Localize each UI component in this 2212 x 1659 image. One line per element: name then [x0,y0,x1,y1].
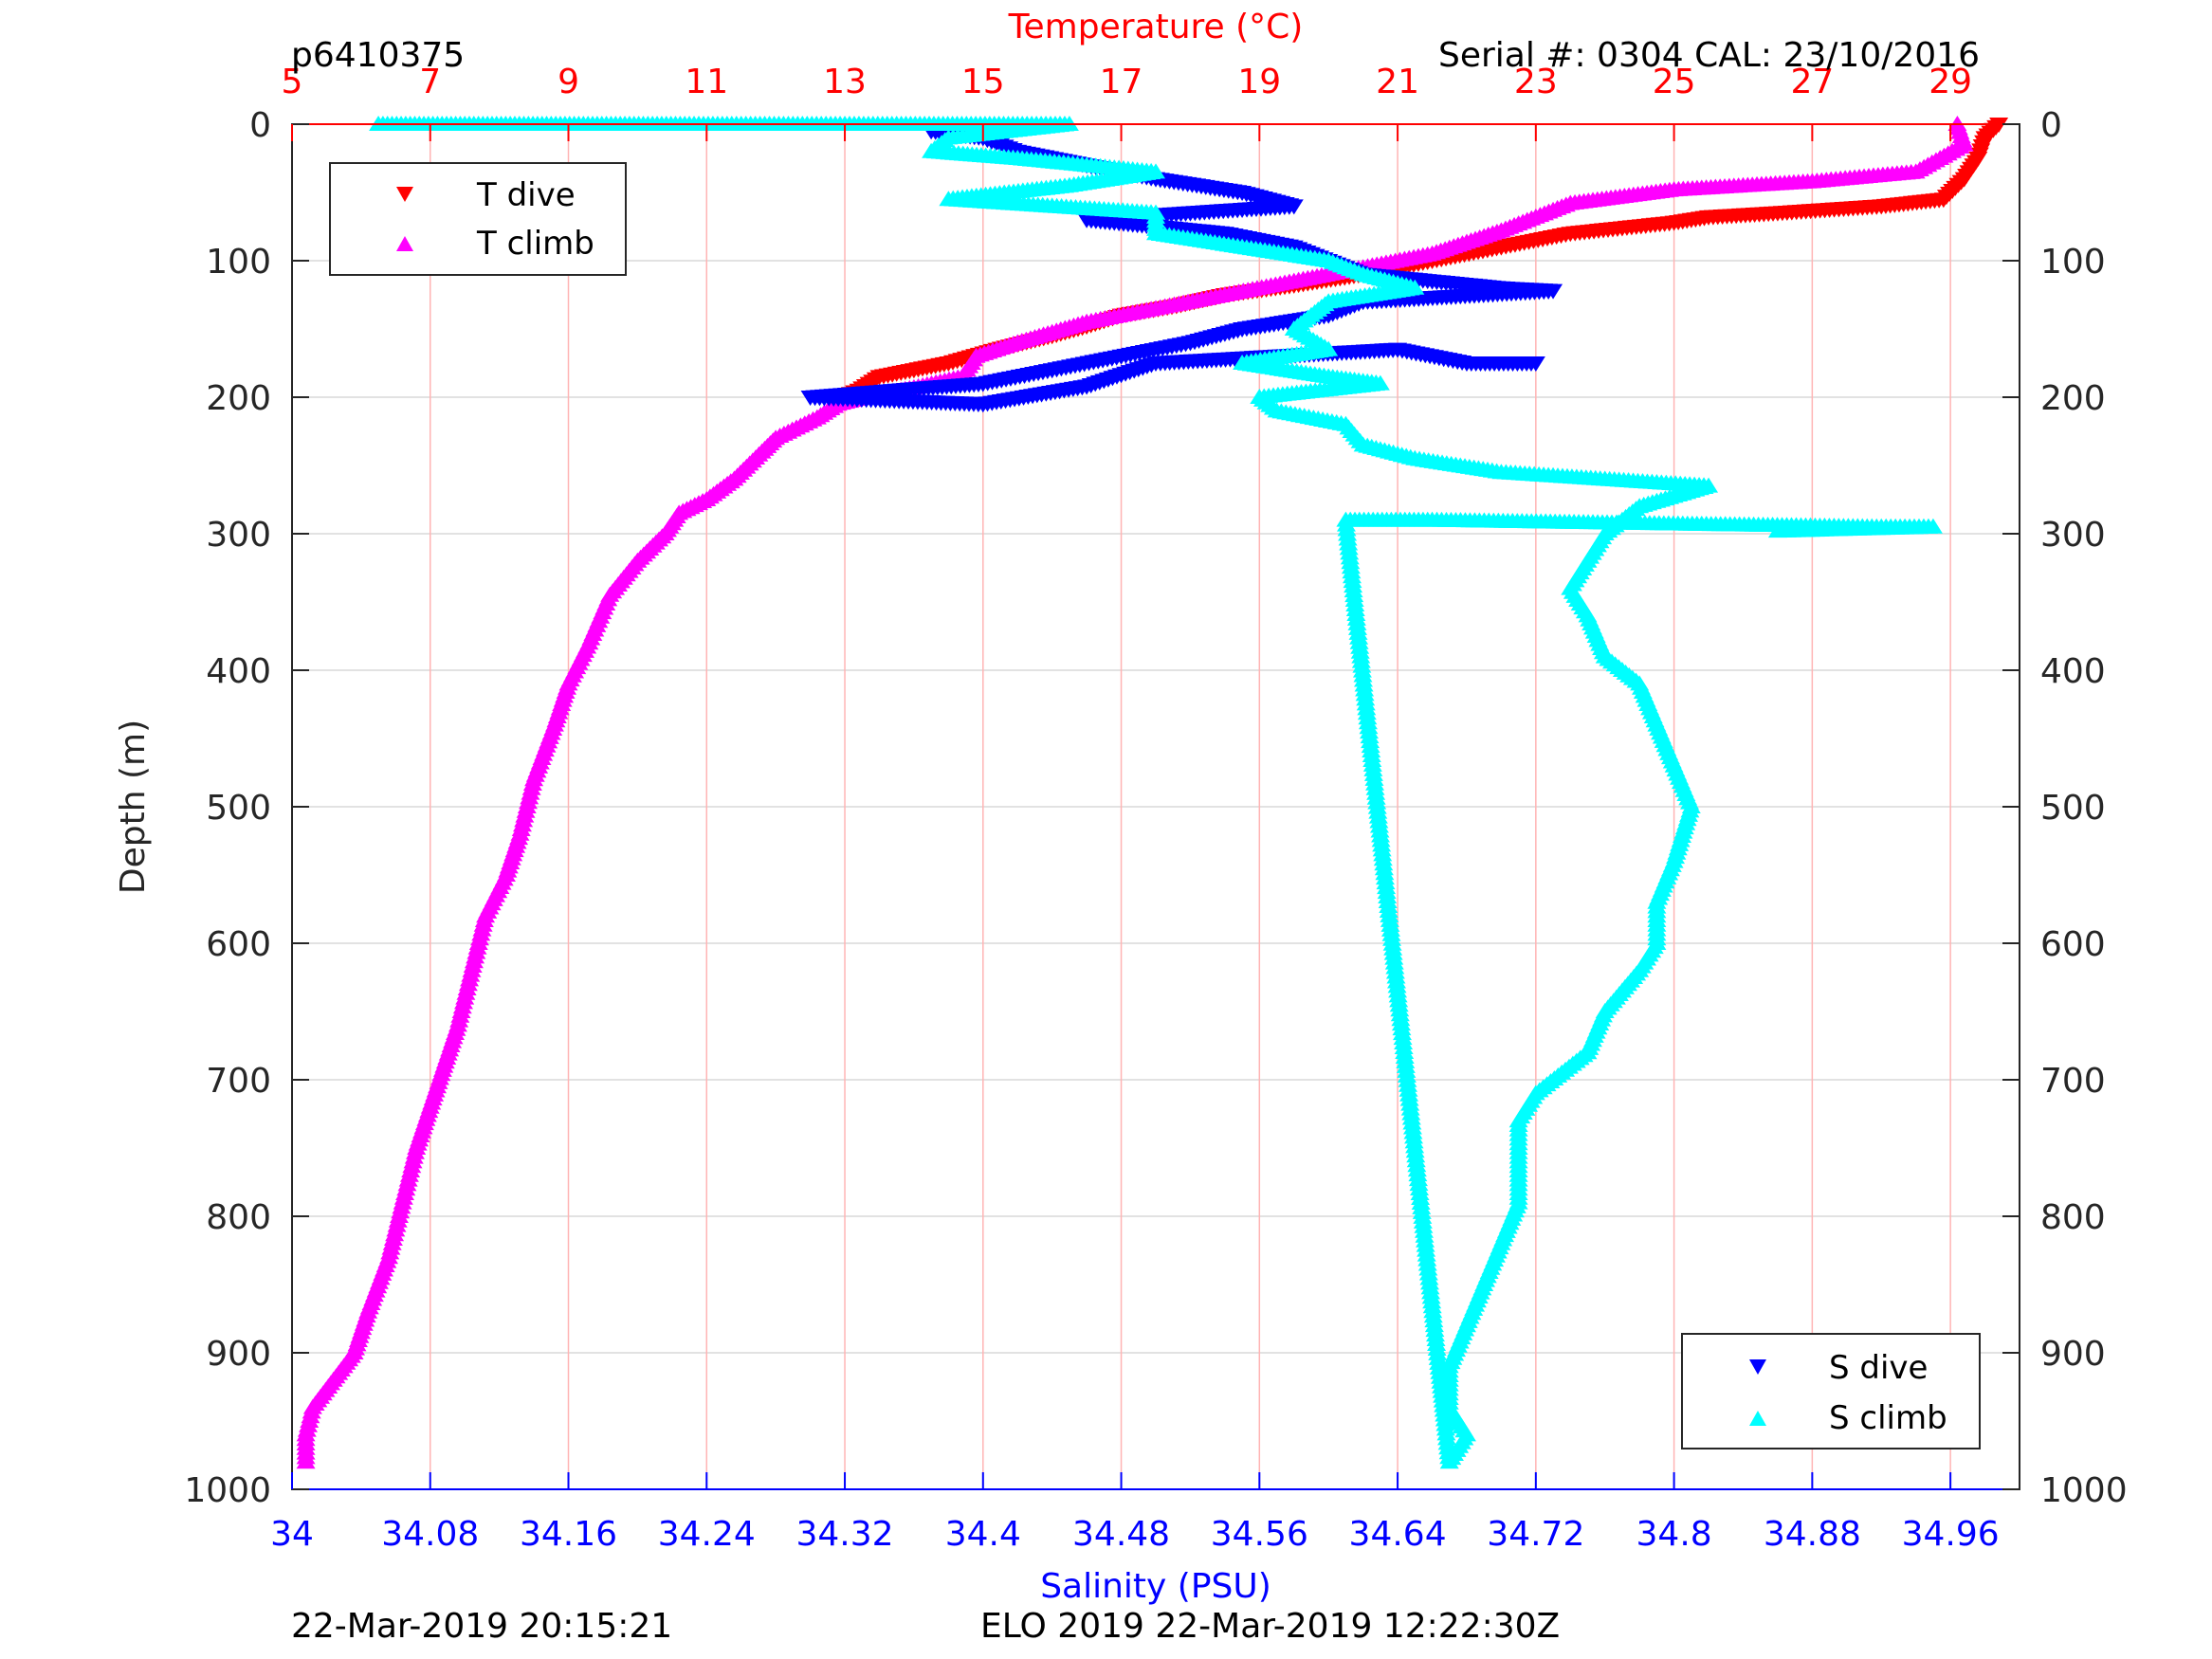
depth-tick-label: 600 [206,925,271,964]
axis-ticks: 0 0 100 100 200 200 300 300 400 400 500 500 600 600 70… [184,63,2127,1554]
temperature-tick-label: 5 [282,63,303,101]
depth-tick-label-right: 600 [2040,925,2106,964]
depth-tick-label: 0 [249,106,271,145]
salinity-tick-label: 34.08 [381,1515,479,1554]
salinity-tick-label: 34.88 [1764,1515,1861,1554]
temperature-tick-label: 25 [1653,63,1696,101]
temperature-tick-label: 9 [558,63,579,101]
legend-s-climb-marker [1749,1411,1766,1426]
series-t-climb [296,116,1974,1469]
depth-tick-label: 1000 [184,1471,271,1510]
temperature-axis-title: Temperature (°C) [1008,8,1304,46]
depth-tick-label-right: 200 [2040,379,2106,418]
legend-s-dive-label: S dive [1829,1349,1928,1387]
depth-tick-label-right: 100 [2040,243,2106,282]
salinity-tick-label: 34.4 [945,1515,1021,1554]
salinity-tick-label: 34.16 [520,1515,617,1554]
salinity-tick-label: 34.8 [1636,1515,1712,1554]
legend-salinity-box [1681,1333,1981,1449]
series-s-climb [369,116,1943,1469]
serial-calibration: Serial #: 0304 CAL: 23/10/2016 [1438,36,1980,75]
salinity-tick-label: 34.64 [1349,1515,1447,1554]
depth-tick-label: 400 [206,652,271,691]
depth-tick-label-right: 700 [2040,1062,2106,1101]
temperature-tick-label: 7 [419,63,441,101]
depth-tick-label: 200 [206,379,271,418]
grid-lines [292,124,2020,1489]
depth-tick-label: 700 [206,1062,271,1101]
depth-tick-label-right: 0 [2040,106,2062,145]
data-series [296,116,2009,1469]
depth-tick-label-right: 1000 [2040,1471,2128,1510]
depth-tick-label-right: 300 [2040,516,2106,555]
temperature-tick-label: 23 [1514,63,1558,101]
t-climb-point [296,1453,316,1469]
legend-temperature-box [329,162,627,276]
salinity-tick-label: 34.48 [1072,1515,1170,1554]
depth-tick-label-right: 900 [2040,1335,2106,1374]
salinity-tick-label: 34.56 [1211,1515,1308,1554]
temperature-tick-label: 15 [961,63,1005,101]
temperature-tick-label: 17 [1100,63,1143,101]
depth-tick-label-right: 400 [2040,652,2106,691]
temperature-tick-label: 21 [1376,63,1419,101]
legend-t-climb-marker [396,236,413,251]
depth-tick-label: 300 [206,516,271,555]
depth-tick-label: 800 [206,1198,271,1237]
depth-tick-label: 900 [206,1335,271,1374]
profile-id: p6410375 [291,36,465,75]
legend-t-dive-label: T dive [476,176,576,214]
salinity-tick-label: 34 [270,1515,314,1554]
legend-temperature: T dive T climb [329,162,627,276]
temperature-tick-label: 19 [1237,63,1281,101]
depth-tick-label: 500 [206,789,271,828]
legend-s-dive-marker [1749,1359,1766,1375]
footer-mission: ELO 2019 22-Mar-2019 12:22:30Z [980,1607,1560,1646]
legend-t-climb-label: T climb [476,225,594,263]
salinity-axis-title: Salinity (PSU) [1040,1567,1271,1606]
legend-salinity: S dive S climb [1681,1333,1981,1449]
legend-t-dive-marker [396,187,413,202]
temperature-tick-label: 29 [1929,63,1972,101]
depth-tick-label-right: 800 [2040,1198,2106,1237]
legend-s-climb-label: S climb [1829,1399,1947,1437]
footer-timestamp: 22-Mar-2019 20:15:21 [291,1607,672,1646]
salinity-tick-label: 34.24 [658,1515,756,1554]
salinity-tick-label: 34.32 [796,1515,894,1554]
salinity-tick-label: 34.96 [1902,1515,2000,1554]
depth-tick-label: 100 [206,243,271,282]
s-dive-point [1526,356,1545,372]
depth-tick-label-right: 500 [2040,789,2106,828]
temperature-tick-label: 13 [823,63,867,101]
s-climb-point [1767,522,1787,538]
temperature-tick-label: 27 [1790,63,1834,101]
temperature-tick-label: 11 [685,63,728,101]
depth-axis-title: Depth (m) [114,720,153,894]
salinity-tick-label: 34.72 [1487,1515,1584,1554]
